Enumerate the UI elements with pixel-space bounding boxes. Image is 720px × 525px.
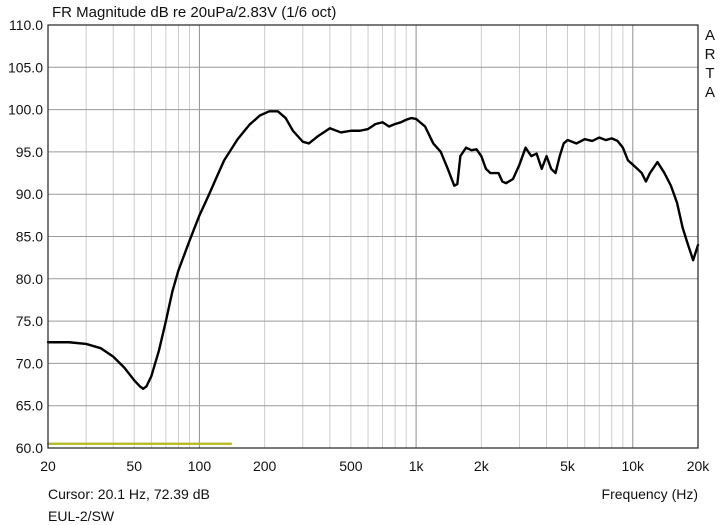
y-tick-label: 85.0 (16, 229, 43, 245)
x-tick-label: 10k (621, 458, 645, 474)
x-tick-label: 1k (409, 458, 425, 474)
x-tick-label: 20 (40, 458, 56, 474)
x-tick-label: 500 (339, 458, 363, 474)
y-tick-label: 75.0 (16, 313, 43, 329)
device-label: EUL-2/SW (48, 508, 115, 524)
chart-title: FR Magnitude dB re 20uPa/2.83V (1/6 oct) (52, 4, 336, 21)
y-tick-labels: 60.0 65.0 70.0 75.0 80.0 85.0 90.0 95.0 100.0 105… (8, 17, 43, 456)
cursor-readout: Cursor: 20.1 Hz, 72.39 dB (48, 486, 210, 502)
y-tick-label: 80.0 (16, 271, 43, 287)
y-tick-label: 110.0 (9, 17, 43, 33)
side-label-letter: T (705, 65, 714, 82)
y-tick-label: 105.0 (8, 59, 43, 75)
plot-frame (47, 24, 699, 449)
y-tick-label: 60.0 (16, 440, 43, 456)
series-layer (46, 110, 700, 445)
x-tick-labels: 20 50 100 200 500 1k 2k 5k 10k 20k (40, 458, 710, 474)
y-tick-label: 100.0 (8, 102, 43, 118)
side-label-letter: R (705, 46, 716, 63)
side-label-letter: A (705, 84, 715, 101)
x-axis-label: Frequency (Hz) (602, 486, 698, 502)
grid (48, 25, 698, 448)
y-tick-label: 90.0 (16, 186, 43, 202)
y-tick-label: 65.0 (16, 398, 43, 414)
x-tick-label: 5k (560, 458, 576, 474)
x-tick-label: 100 (188, 458, 212, 474)
x-tick-label: 50 (126, 458, 142, 474)
x-tick-label: 20k (687, 458, 711, 474)
side-label-letter: A (705, 27, 715, 44)
x-tick-label: 2k (474, 458, 490, 474)
series-line-1 (46, 110, 700, 390)
y-tick-label: 70.0 (16, 355, 43, 371)
y-tick-label: 95.0 (16, 144, 43, 160)
x-tick-label: 200 (253, 458, 277, 474)
